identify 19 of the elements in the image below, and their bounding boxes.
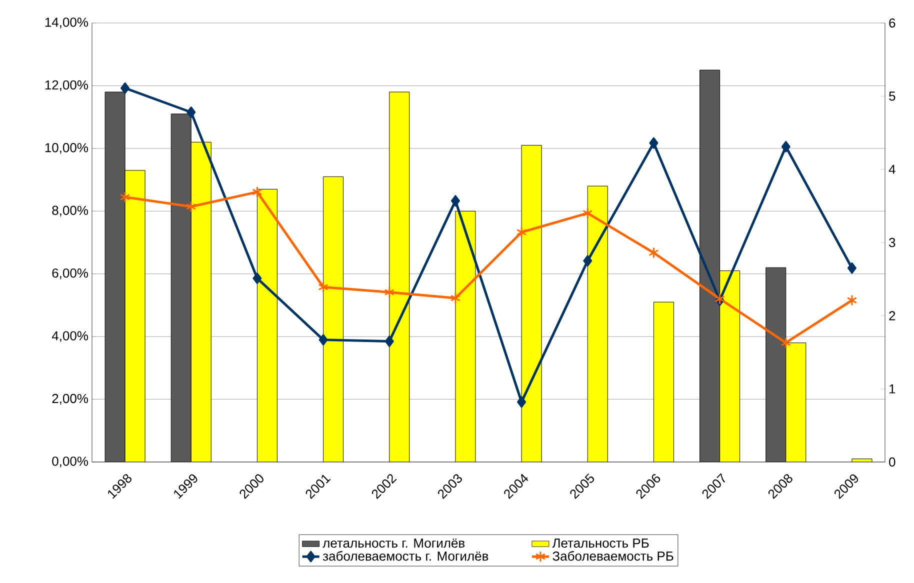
y2-tick-label: 6 (889, 18, 896, 28)
legend-label: заболеваемость г. Могилёв (322, 551, 488, 561)
y-tick-label: 8,00% (52, 206, 88, 217)
legend-label: Летальность РБ (552, 538, 649, 548)
y-tick-label: 10,00% (45, 143, 88, 154)
y-tick-label: 0,00% (52, 456, 88, 468)
y-tick-label: 4,00% (52, 331, 88, 342)
y2-tick-label: 1 (890, 384, 896, 394)
y2-tick-label: 2 (889, 311, 896, 320)
legend-label: Заболеваемость РБ (552, 551, 674, 561)
y2-tick-label: 5 (889, 92, 896, 101)
y-tick-label: 12,00% (45, 80, 88, 92)
y2-tick-label: 3 (889, 238, 896, 248)
y2-tick-label: 0 (889, 457, 896, 467)
y-tick-label: 6,00% (52, 268, 88, 280)
y-tick-label: 14,00% (45, 18, 88, 28)
legend-label: летальность г. Могилёв (322, 538, 465, 548)
y2-tick-label: 4 (888, 164, 896, 174)
y-tick-label: 2,00% (52, 394, 88, 405)
